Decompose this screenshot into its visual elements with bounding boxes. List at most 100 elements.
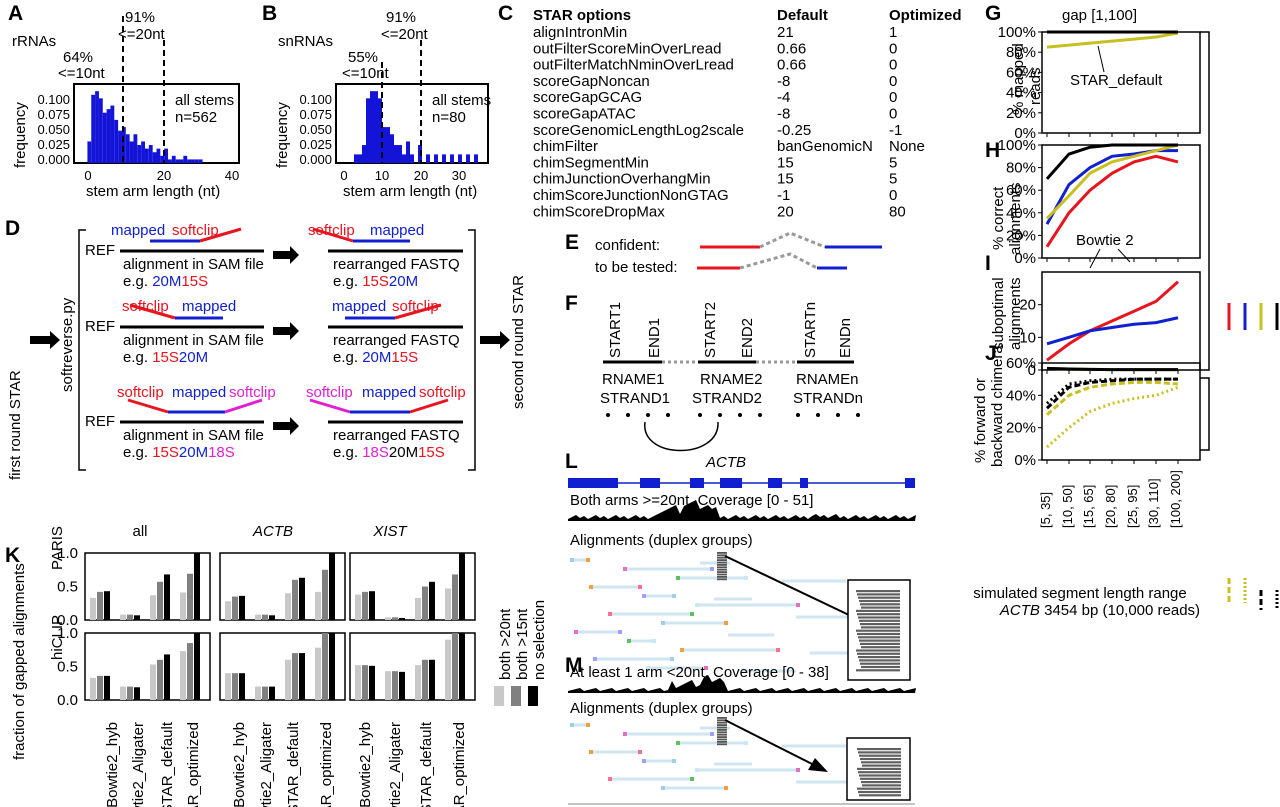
panel-b-cut2: <=20nt bbox=[381, 26, 429, 43]
alignment-stack bbox=[717, 729, 727, 731]
example-cigar: e.g. 15S20M bbox=[333, 273, 418, 290]
inset-read bbox=[858, 636, 900, 639]
softclip-label: softclip bbox=[172, 222, 219, 239]
histogram-bar bbox=[358, 154, 362, 163]
panel-m: M At least 1 arm <20nt. Coverage [0 - 38… bbox=[565, 654, 916, 805]
panel-k-ylabel: fraction of gapped alignments bbox=[11, 563, 28, 760]
example-cigar: e.g. 18S20M15S bbox=[333, 444, 445, 461]
alignment-arm bbox=[744, 741, 748, 745]
histogram-bar bbox=[191, 159, 195, 163]
histogram-bar bbox=[390, 134, 394, 163]
table-header: Optimized bbox=[889, 7, 962, 24]
bar bbox=[355, 594, 361, 620]
panel-j-xtick: [25, 95] bbox=[1125, 485, 1140, 528]
table-cell: 0 bbox=[889, 57, 897, 74]
inset-read bbox=[861, 781, 901, 784]
inset-read bbox=[858, 616, 900, 619]
table-cell: -1 bbox=[777, 187, 790, 204]
fastq-caption: rearranged FASTQ bbox=[333, 256, 460, 273]
histogram-bar bbox=[378, 98, 382, 163]
y-tick-label: 100% bbox=[998, 24, 1036, 41]
histogram-bar bbox=[114, 119, 119, 163]
coverage-label: Both arms >=20nt. Coverage [0 - 51] bbox=[570, 492, 813, 509]
end-label: END1 bbox=[646, 318, 663, 358]
alignment-arm bbox=[676, 741, 680, 745]
histogram-bar bbox=[106, 109, 111, 163]
histogram-bar bbox=[137, 145, 142, 163]
bar bbox=[362, 591, 368, 620]
bar bbox=[194, 633, 200, 700]
table-cell: -0.25 bbox=[777, 122, 811, 139]
inset-read bbox=[856, 669, 900, 672]
mapped-label: mapped bbox=[172, 384, 226, 401]
table-cell: scoreGapATAC bbox=[533, 106, 636, 123]
panel-h-label: H bbox=[985, 139, 1000, 162]
histogram-bar bbox=[125, 134, 130, 163]
y-tick-label: 0% bbox=[1014, 250, 1036, 267]
series-line bbox=[1045, 143, 1179, 220]
alignment-arm bbox=[796, 768, 800, 772]
bar bbox=[369, 665, 375, 700]
arrow-head-icon bbox=[808, 758, 828, 772]
bar bbox=[255, 686, 261, 700]
panel-j-plot: 0% 20% 40% 60% bbox=[1006, 355, 1201, 469]
histogram-bar bbox=[98, 98, 103, 163]
panel-j-label: J bbox=[985, 342, 997, 365]
panel-j-xtick: [30, 110] bbox=[1146, 478, 1161, 528]
softclip-label: softclip bbox=[117, 384, 164, 401]
softclip-segment bbox=[127, 398, 169, 414]
table-cell: 0.66 bbox=[777, 40, 806, 57]
bar bbox=[299, 653, 305, 700]
y-tick-label: 10 bbox=[1019, 329, 1036, 346]
panel-a-cut1: <=10nt bbox=[58, 65, 106, 82]
first-round-label: first round STAR bbox=[7, 370, 24, 480]
bar bbox=[97, 591, 103, 620]
inset-read bbox=[860, 603, 900, 606]
histogram-bar bbox=[179, 159, 184, 163]
histogram-bar bbox=[129, 141, 134, 163]
bar bbox=[232, 596, 238, 620]
bar-frame bbox=[219, 552, 346, 621]
panel-a-cut2: <=20nt bbox=[118, 26, 166, 43]
panel-k-label: K bbox=[5, 544, 20, 567]
histogram-bar bbox=[171, 155, 176, 163]
panel-g-plot: 0% 20% 40% 60% 80% 100% bbox=[998, 24, 1201, 142]
alignment-stack bbox=[717, 568, 727, 571]
alignment-arm bbox=[646, 666, 650, 670]
panel-c-rows: alignIntronMin 21 1outFilterScoreMinOverLr… bbox=[533, 24, 925, 220]
panel-h-ylabel: alignments bbox=[1007, 182, 1024, 255]
bar bbox=[164, 654, 170, 700]
inset-read bbox=[858, 596, 900, 599]
panel-b-pct2: 91% bbox=[386, 9, 416, 26]
panel-k-method-labels: Bowtie2_hyb Bowtie2_Aligater STAR_defaul… bbox=[104, 721, 468, 807]
table-row: scoreGenomicLengthLog2scale -0.25 -1 bbox=[533, 122, 902, 139]
table-cell: 1 bbox=[889, 24, 897, 41]
panel-g-ylabel: % mapped bbox=[1010, 43, 1027, 115]
panel-b: B snRNAs 55% <=10nt 91% <=20nt all stems… bbox=[262, 2, 491, 200]
alignment-arm bbox=[672, 594, 676, 598]
alignment-arm bbox=[627, 639, 631, 643]
softclip-segment bbox=[129, 303, 176, 320]
panel-c-label: C bbox=[498, 2, 513, 25]
table-cell: outFilterScoreMinOverLread bbox=[533, 40, 721, 57]
inset-read bbox=[859, 774, 901, 777]
bar-frame bbox=[219, 632, 346, 701]
inset-read bbox=[859, 619, 900, 622]
table-cell: chimFilter bbox=[533, 138, 598, 155]
table-cell: chimJunctionOverhangMin bbox=[533, 171, 711, 188]
alignment-stack bbox=[717, 726, 727, 729]
alignment-arm bbox=[695, 603, 699, 607]
series-line bbox=[1046, 280, 1179, 362]
legend-bracket bbox=[1200, 377, 1210, 451]
alignment-arm bbox=[680, 648, 684, 652]
bar bbox=[429, 581, 435, 620]
alignment-tracks bbox=[570, 552, 890, 673]
alignment-arm bbox=[642, 759, 646, 763]
table-row: scoreGapATAC -8 0 bbox=[533, 106, 897, 123]
bar bbox=[315, 591, 321, 620]
histogram-bar bbox=[95, 91, 99, 163]
alignment-arm bbox=[710, 567, 714, 571]
alignment-stack bbox=[717, 573, 727, 576]
alignment-arm bbox=[690, 612, 694, 616]
method-label: STAR_optimized bbox=[318, 722, 335, 807]
